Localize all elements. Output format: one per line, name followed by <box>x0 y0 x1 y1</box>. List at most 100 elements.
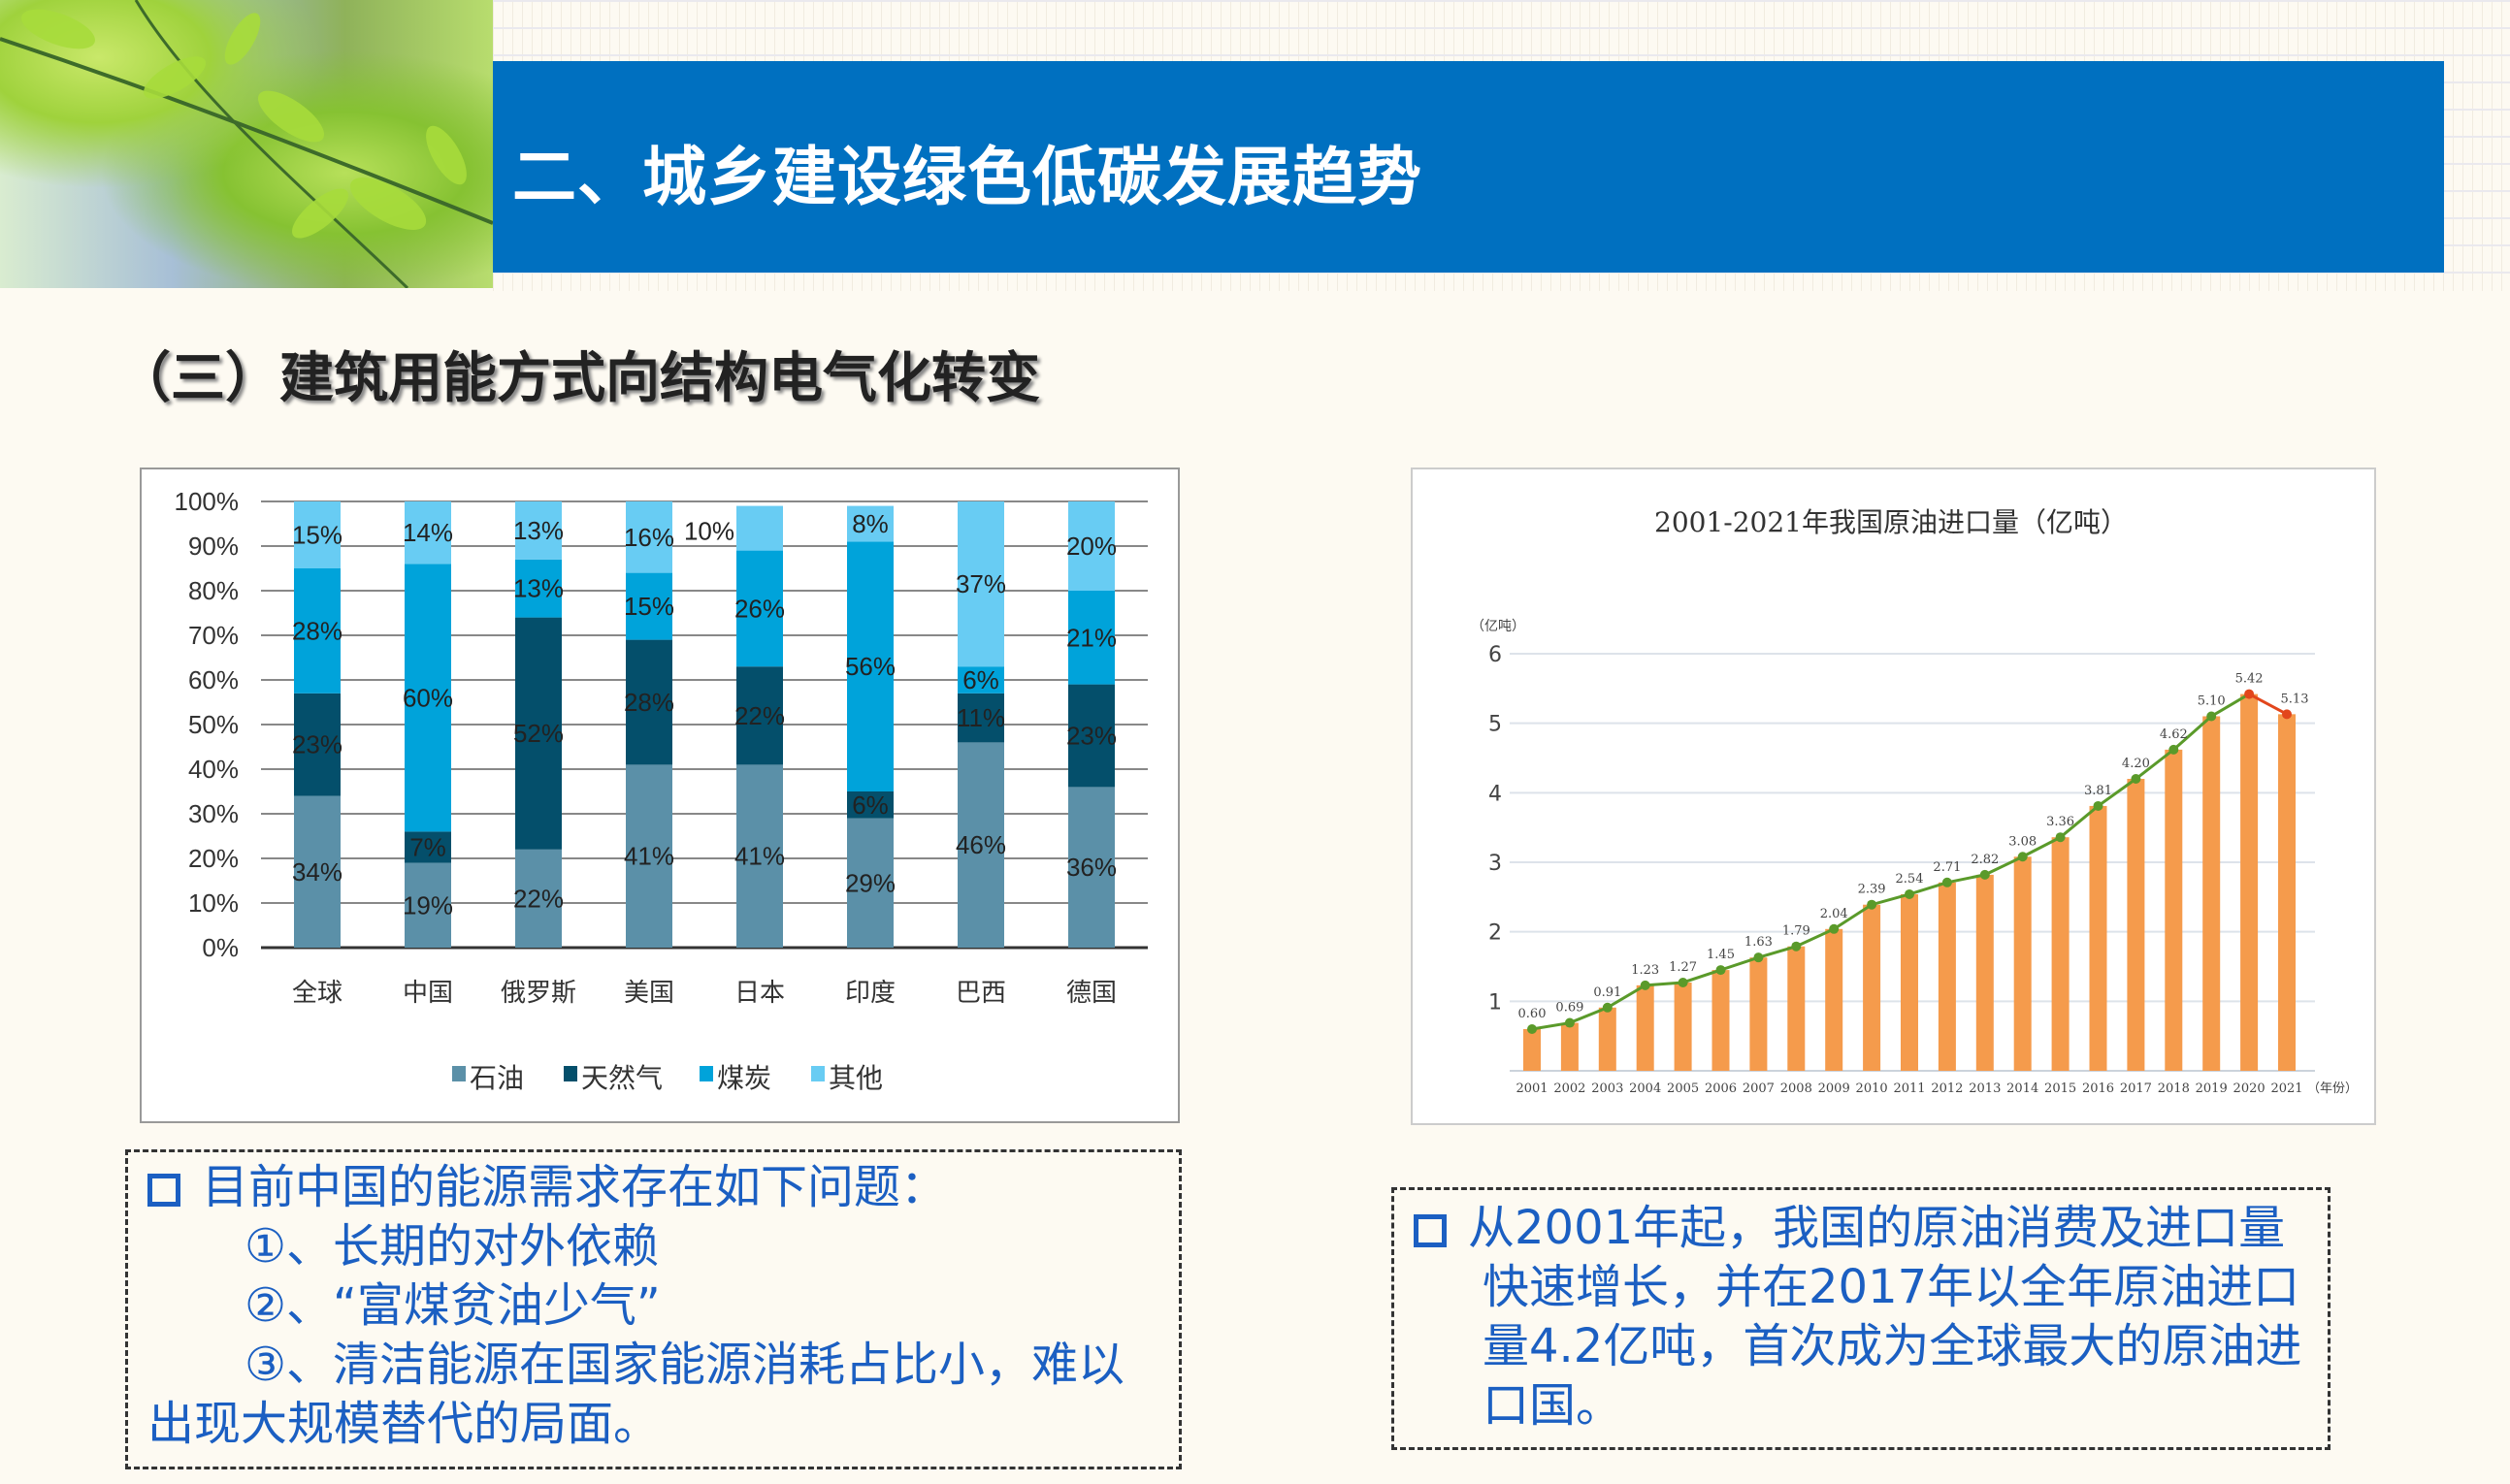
data-point <box>2244 689 2255 699</box>
data-point <box>2055 832 2066 843</box>
x-tick-label: 2006 <box>1705 1081 1737 1096</box>
data-label: 6% <box>962 665 999 694</box>
x-tick-label: 2013 <box>1969 1081 2001 1096</box>
bar-segment-石油 <box>405 862 451 948</box>
x-tick-label: 2018 <box>2158 1081 2190 1096</box>
bar-segment-煤炭 <box>847 541 894 791</box>
data-label: 41% <box>624 842 674 871</box>
data-label: 11% <box>957 703 1005 732</box>
x-category-label: 美国 <box>624 979 674 1008</box>
y-tick-label: 40% <box>188 755 239 784</box>
bar-segment-煤炭 <box>294 568 341 694</box>
data-label: 52% <box>513 719 564 748</box>
trend-line <box>1531 693 2250 1031</box>
note-line: 从2001年起，我国的原油消费及进口量 <box>1468 1201 2286 1255</box>
legend-label: 石油 <box>470 1062 524 1094</box>
y-tick-label: 30% <box>188 799 239 828</box>
bar-segment-石油 <box>847 818 894 948</box>
data-label: 6% <box>852 790 889 820</box>
x-tick-label: 2009 <box>1818 1081 1850 1096</box>
data-label: 7% <box>409 833 446 862</box>
data-label: 5.42 <box>2235 672 2264 687</box>
bar-segment-石油 <box>1068 787 1115 948</box>
y-tick-label: 2 <box>1488 921 1502 946</box>
x-tick-label: 2005 <box>1667 1081 1699 1096</box>
data-label: 2.71 <box>1933 860 1961 875</box>
bar-2005 <box>1674 982 1692 1071</box>
y-tick-label: 50% <box>188 710 239 739</box>
x-tick-label: 2012 <box>1931 1081 1963 1096</box>
data-label: 4.20 <box>2122 757 2150 771</box>
bar-2020 <box>2240 694 2259 1071</box>
y-tick-label: 70% <box>188 621 239 650</box>
bar-2013 <box>1975 874 1994 1071</box>
x-tick-label: 2010 <box>1856 1081 1888 1096</box>
bar-segment-石油 <box>515 849 562 948</box>
data-point <box>2131 774 2141 784</box>
data-label: 4.62 <box>2160 727 2188 742</box>
x-tick-label: 2004 <box>1629 1081 1661 1096</box>
bar-2019 <box>2202 716 2221 1071</box>
note-line: 出现大规模替代的局面。 <box>147 1397 661 1451</box>
data-label: 13% <box>513 574 564 603</box>
data-point <box>1602 1002 1613 1013</box>
data-label: 23% <box>292 730 342 759</box>
legend-swatch-煤炭 <box>700 1066 713 1081</box>
data-point <box>1678 977 1688 987</box>
data-label: 26% <box>734 594 785 623</box>
bar-segment-其他 <box>294 501 341 568</box>
data-label: 22% <box>734 701 785 730</box>
bar-2010 <box>1863 904 1881 1071</box>
data-label: 36% <box>1066 853 1117 882</box>
section-title: 二、城乡建设绿色低碳发展趋势 <box>512 140 1422 214</box>
note-line: 目前中国的能源需求存在如下问题： <box>202 1160 948 1214</box>
y-tick-label: 6 <box>1488 643 1502 667</box>
data-label: 29% <box>845 868 896 897</box>
data-label: 5.13 <box>2281 692 2309 706</box>
leaf-decoration-image <box>0 0 493 288</box>
data-label: 41% <box>734 842 785 871</box>
bar-segment-天然气 <box>1068 684 1115 788</box>
bar-segment-其他 <box>958 501 1004 667</box>
x-tick-label: 2011 <box>1893 1081 1925 1096</box>
bar-segment-天然气 <box>294 693 341 796</box>
bar-segment-石油 <box>626 764 672 948</box>
data-point <box>1791 941 1802 952</box>
bar-2021 <box>2278 714 2296 1071</box>
bar-segment-其他 <box>626 501 672 573</box>
data-label: 10% <box>684 517 734 546</box>
data-label: 28% <box>624 688 674 717</box>
section-banner: 二、城乡建设绿色低碳发展趋势 <box>493 61 2444 273</box>
note-line: 快速增长，并在2017年以全年原油进口 <box>1483 1260 2300 1314</box>
x-category-label: 印度 <box>845 979 896 1008</box>
data-label: 19% <box>403 890 453 919</box>
data-label: 23% <box>1066 722 1117 751</box>
slide-subtitle: （三）建筑用能方式向结构电气化转变 <box>116 347 1040 410</box>
data-label: 1.27 <box>1669 960 1697 975</box>
x-tick-label: 2002 <box>1553 1081 1585 1096</box>
data-label: 34% <box>292 857 342 887</box>
data-point <box>1979 869 1990 880</box>
y-tick-label: 20% <box>188 844 239 873</box>
china-energy-issues-note: 目前中国的能源需求存在如下问题： ①、长期的对外依赖 ②、“富煤贫油少气” ③、… <box>125 1149 1182 1469</box>
bar-2011 <box>1901 893 1918 1071</box>
data-label: 1.79 <box>1782 924 1810 939</box>
y-tick-label: 5 <box>1488 713 1502 737</box>
bar-2018 <box>2165 749 2183 1071</box>
x-category-label: 全球 <box>292 979 342 1008</box>
data-point <box>2093 800 2103 811</box>
bar-segment-石油 <box>736 764 783 948</box>
data-label: 1.23 <box>1631 963 1659 978</box>
data-point <box>1941 877 1952 887</box>
bar-2004 <box>1636 984 1654 1071</box>
data-label: 0.69 <box>1555 1001 1583 1016</box>
bar-segment-天然气 <box>847 791 894 819</box>
data-label: 37% <box>956 569 1006 598</box>
legend-label: 天然气 <box>581 1062 663 1094</box>
legend-label: 煤炭 <box>717 1062 771 1094</box>
y-axis-unit: （亿吨） <box>1471 619 1525 634</box>
bar-2016 <box>2089 805 2107 1071</box>
x-tick-label: 2020 <box>2233 1081 2266 1096</box>
bar-2008 <box>1787 946 1806 1071</box>
bar-segment-煤炭 <box>405 564 451 832</box>
